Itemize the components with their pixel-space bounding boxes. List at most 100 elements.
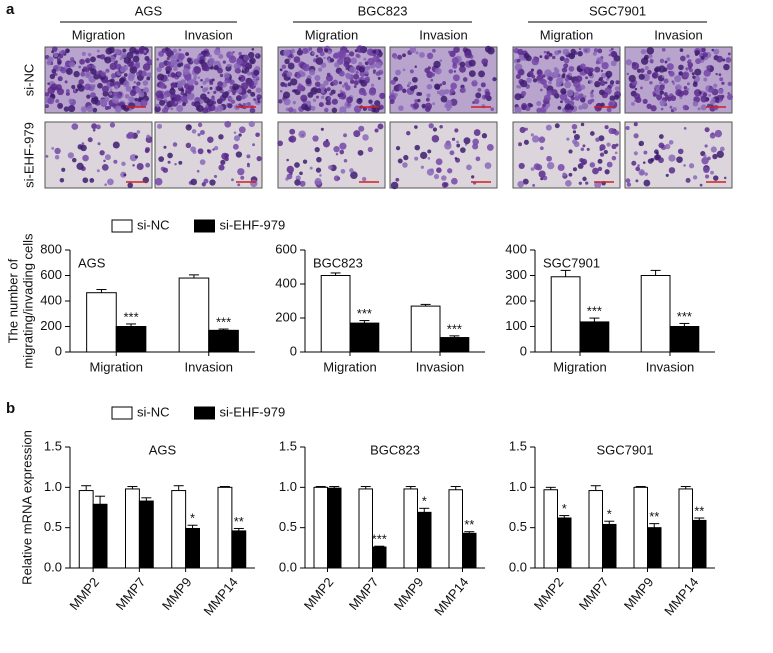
cell-stain [218,134,224,140]
cell-stain [197,122,203,128]
cell-stain [123,73,128,77]
cell-stain [125,85,132,92]
cell-stain [86,105,94,113]
cell-stain [669,105,673,109]
cell-stain [120,66,126,73]
legend-swatch [111,219,133,233]
cell-stain [397,54,403,60]
cell-stain [599,80,606,86]
cell-stain [207,136,214,143]
cell-stain [68,98,74,104]
cell-stain [293,89,297,93]
cell-stain [60,49,66,55]
significance: *** [216,314,231,329]
cell-stain [631,62,640,70]
cell-stain [290,48,296,54]
cell-stain [557,163,565,172]
cell-stain [697,107,701,111]
cell-stain [642,161,646,164]
cell-stain [540,146,544,151]
cell-stain [599,152,605,157]
cell-stain [236,58,244,65]
cell-stain [101,85,110,93]
cell-stain [398,105,404,111]
cell-stain [640,86,643,90]
cell-stain [658,81,662,85]
cell-stain [680,55,686,62]
cell-stain [402,162,408,168]
cell-stain [658,134,664,139]
cell-stain [472,143,479,150]
cell-stain [692,100,699,107]
cell-stain [518,85,522,89]
cell-stain [287,62,295,70]
cell-stain [541,74,546,78]
cell-stain [207,91,210,95]
cell-stain [435,158,443,166]
cell-stain [171,99,179,107]
cell-stain [449,88,455,94]
cell-stain [293,56,301,63]
cell-stain [451,137,456,141]
cell-stain [146,134,151,139]
cell-stain [408,81,412,85]
cell-stain [339,106,347,114]
bar [633,486,648,569]
cell-stain [414,125,418,129]
cell-stain [213,90,217,94]
y-tick-label: 1.5 [509,438,527,453]
cell-stain [118,77,125,84]
cell-stain [686,88,690,91]
legend-swatch [194,406,215,420]
cell-stain [50,93,55,98]
cell-stain [233,131,237,134]
cell-stain [625,126,630,131]
cell-stain [197,133,201,137]
cell-stain [454,128,459,133]
y-tick-label: 200 [40,318,62,333]
cell-stain [294,162,300,168]
cell-stain [155,103,160,108]
cell-stain [648,54,653,59]
bar [602,523,617,569]
cell-stain [199,159,206,166]
cell-stain [431,134,440,143]
cell-stain [668,140,674,145]
cell-stain [216,85,222,92]
cell-stain [525,55,532,62]
cell-stain [166,57,170,61]
cell-stain [599,144,606,151]
cell-stain [362,106,367,111]
x-tick-label: MMP7 [576,574,612,612]
cell-stain [233,135,240,142]
cell-stain [578,181,582,185]
cell-stain [241,60,249,68]
cell-stain [573,133,580,141]
cell-stain [326,74,334,82]
bar [543,489,558,569]
cell-stain [594,66,601,73]
cell-stain [326,100,332,106]
cell-stain [452,63,458,69]
cell-stain [589,131,595,136]
cell-stain [378,104,384,110]
y-tick-label: 0 [520,343,527,358]
cell-stain [579,63,586,70]
cell-stain [349,79,355,84]
cell-stain [126,51,134,60]
cell-stain [460,147,466,153]
cell-stain [419,151,428,160]
cell-stain [99,54,106,60]
cell-stain [703,69,711,77]
x-tick-label: MMP9 [621,574,657,612]
bar [403,488,418,569]
cell-stain [204,77,210,83]
cell-stain [132,55,140,63]
cell-stain [277,140,283,147]
cell-stain [628,74,636,83]
cell-stain [302,47,309,54]
cell-stain [91,123,98,130]
cell-stain [169,59,176,66]
bar [115,326,147,353]
cell-stain [257,100,261,103]
